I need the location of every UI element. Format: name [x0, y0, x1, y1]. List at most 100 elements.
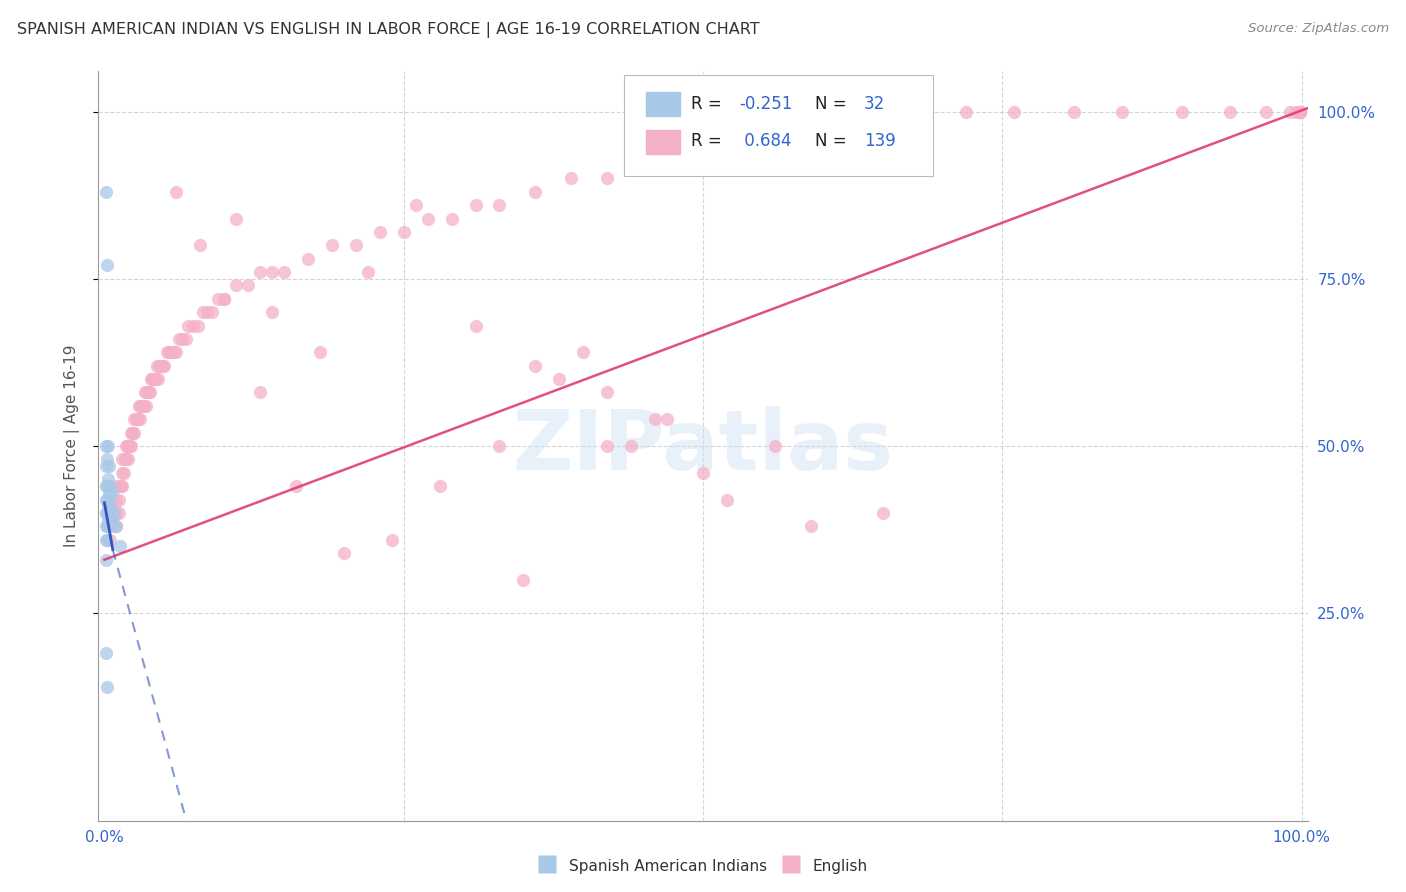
Point [596, 171, 619, 186]
Point [149, 359, 172, 373]
Point [96, 506, 118, 520]
Point [96, 492, 118, 507]
Point [152, 359, 174, 373]
Point [131, 399, 153, 413]
Point [96, 680, 118, 694]
Point [260, 265, 283, 279]
Point [107, 506, 129, 520]
Point [108, 539, 131, 553]
Point [94, 552, 117, 567]
Point [136, 385, 159, 400]
Point [512, 573, 534, 587]
Point [132, 399, 155, 413]
Point [94, 533, 117, 547]
Point [644, 412, 666, 426]
Point [1002, 104, 1025, 119]
Point [297, 252, 319, 266]
Point [344, 238, 367, 252]
Point [260, 305, 283, 319]
Legend: Spanish American Indians, English: Spanish American Indians, English [531, 852, 875, 880]
Point [124, 412, 146, 426]
Point [1289, 104, 1312, 119]
Point [100, 479, 122, 493]
Point [118, 439, 141, 453]
Point [955, 104, 977, 119]
Point [94, 479, 117, 493]
Point [1289, 104, 1312, 119]
Point [405, 198, 427, 212]
Point [110, 479, 132, 493]
Point [97, 500, 120, 514]
Point [188, 238, 211, 252]
Point [284, 479, 307, 493]
Point [111, 452, 134, 467]
Point [907, 104, 929, 119]
Point [121, 425, 143, 440]
Point [392, 225, 415, 239]
Point [548, 372, 571, 386]
Point [236, 278, 259, 293]
Point [1111, 104, 1133, 119]
Point [96, 479, 118, 493]
Point [107, 492, 129, 507]
Point [177, 318, 200, 333]
Point [94, 506, 117, 520]
Point [105, 506, 128, 520]
Point [128, 399, 150, 413]
Point [668, 145, 690, 159]
Point [115, 452, 138, 467]
Point [716, 145, 738, 159]
Point [763, 131, 786, 145]
Point [524, 185, 547, 199]
Point [97, 473, 120, 487]
Point [716, 492, 738, 507]
Point [94, 492, 117, 507]
Point [97, 439, 120, 453]
Point [115, 439, 138, 453]
Point [124, 425, 146, 440]
Point [127, 412, 149, 426]
Point [249, 385, 271, 400]
Point [98, 519, 121, 533]
Point [146, 359, 169, 373]
Point [596, 439, 619, 453]
Point [225, 278, 247, 293]
Point [135, 385, 157, 400]
Point [1254, 104, 1277, 119]
Point [94, 439, 117, 453]
Point [181, 318, 204, 333]
Point [98, 459, 121, 474]
Point [96, 259, 118, 273]
Point [429, 479, 451, 493]
Point [145, 372, 167, 386]
Point [96, 533, 118, 547]
Text: -0.251: -0.251 [740, 95, 793, 112]
Point [103, 506, 125, 520]
Point [1219, 104, 1241, 119]
FancyBboxPatch shape [624, 75, 932, 177]
Point [872, 506, 894, 520]
Point [381, 533, 404, 547]
Point [560, 171, 582, 186]
Point [167, 332, 190, 346]
Point [191, 305, 214, 319]
Point [134, 385, 156, 400]
Point [139, 372, 162, 386]
Point [273, 265, 295, 279]
Point [96, 452, 118, 467]
Point [115, 439, 138, 453]
Point [1278, 104, 1301, 119]
Point [96, 519, 118, 533]
Point [212, 292, 235, 306]
Point [488, 198, 510, 212]
Point [135, 399, 157, 413]
Point [94, 646, 117, 660]
Point [1289, 104, 1312, 119]
Point [139, 385, 162, 400]
Point [117, 439, 139, 453]
Point [201, 305, 224, 319]
Point [440, 211, 463, 226]
Point [98, 485, 121, 500]
Point [692, 466, 714, 480]
Text: N =: N = [815, 95, 852, 112]
